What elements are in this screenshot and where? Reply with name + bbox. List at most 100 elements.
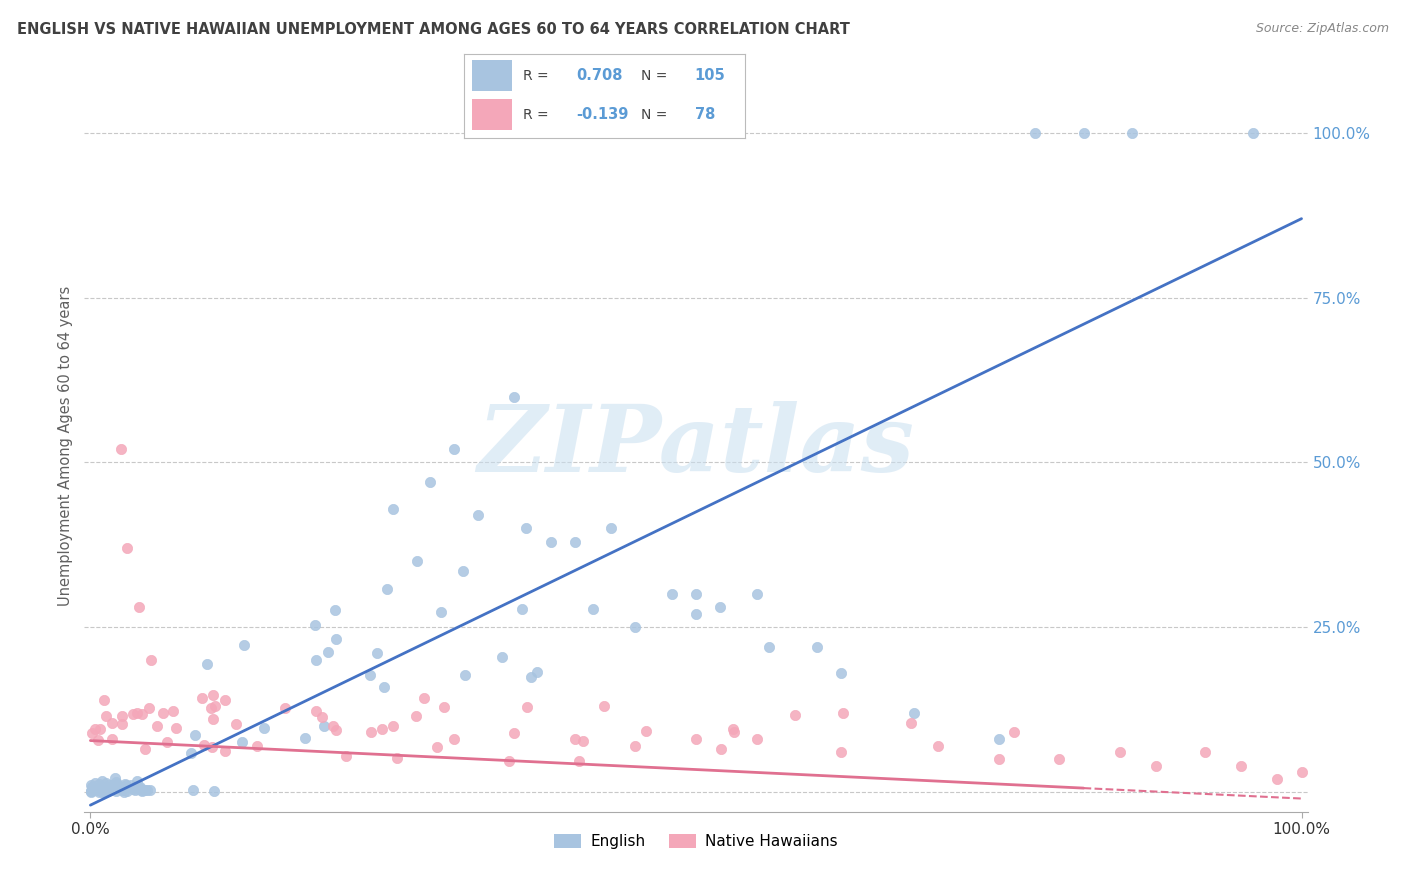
Point (91, 785, 114, 799)
Point (685, 607, 707, 621)
Point (110, 442, 132, 457)
Point (359, 668, 381, 682)
Point (1265, 772, 1288, 786)
Point (111, 781, 134, 796)
Point (146, 719, 169, 733)
Point (101, 731, 124, 746)
Point (429, 606, 451, 620)
Point (785, 708, 807, 723)
Point (526, 665, 548, 680)
Point (122, 782, 145, 797)
Point (491, 649, 513, 664)
Point (128, 780, 150, 794)
Point (413, 690, 436, 705)
Point (202, 689, 225, 703)
Point (214, 744, 236, 758)
Point (202, 783, 225, 797)
Point (105, 784, 128, 798)
Point (93, 693, 115, 707)
Point (382, 719, 405, 733)
Point (987, 752, 1010, 766)
Point (80, 784, 103, 798)
Point (93, 781, 115, 796)
Point (832, 706, 855, 720)
Point (510, 602, 533, 616)
Point (433, 700, 456, 714)
Point (191, 691, 214, 706)
Point (83, 780, 105, 795)
Point (253, 721, 276, 735)
Point (127, 782, 149, 797)
Point (572, 733, 595, 747)
Point (304, 618, 326, 632)
Point (592, 698, 614, 713)
Point (96, 784, 118, 798)
Point (373, 681, 395, 695)
Point (927, 739, 949, 753)
Text: ENGLISH VS NATIVE HAWAIIAN UNEMPLOYMENT AMONG AGES 60 TO 64 YEARS CORRELATION CH: ENGLISH VS NATIVE HAWAIIAN UNEMPLOYMENT … (17, 22, 849, 37)
Text: -0.139: -0.139 (576, 107, 628, 122)
Point (94, 775, 117, 789)
Point (335, 749, 357, 764)
Point (87, 776, 110, 790)
Point (89, 783, 111, 797)
Point (134, 742, 156, 756)
Point (84, 722, 107, 736)
Point (120, 778, 142, 792)
Point (661, 587, 683, 601)
Point (82, 780, 104, 794)
Point (82, 780, 104, 794)
Point (87, 733, 110, 747)
Point (124, 782, 146, 797)
Point (231, 735, 253, 749)
Point (129, 782, 152, 797)
Point (112, 785, 135, 799)
Point (129, 782, 152, 797)
Point (503, 725, 526, 739)
Point (314, 718, 336, 732)
Point (128, 600, 150, 615)
Point (125, 706, 148, 720)
Point (135, 782, 157, 797)
Point (467, 508, 489, 523)
Point (370, 722, 392, 736)
Point (624, 739, 647, 753)
Point (98, 778, 121, 792)
Point (82, 726, 104, 740)
Text: N =: N = (641, 69, 672, 83)
Point (111, 709, 134, 723)
Point (710, 742, 733, 756)
Point (184, 728, 207, 742)
Point (115, 541, 138, 556)
Point (581, 601, 603, 615)
Point (830, 746, 852, 760)
Point (1002, 725, 1025, 739)
Point (322, 719, 344, 733)
Point (426, 739, 449, 754)
Point (105, 775, 128, 789)
Text: Source: ZipAtlas.com: Source: ZipAtlas.com (1256, 22, 1389, 36)
Point (375, 582, 398, 596)
Point (83, 776, 105, 790)
Point (758, 640, 780, 654)
Y-axis label: Unemployment Among Ages 60 to 64 years: Unemployment Among Ages 60 to 64 years (58, 285, 73, 607)
Point (94, 708, 117, 723)
Point (564, 534, 586, 549)
Point (193, 739, 215, 753)
Point (515, 521, 537, 535)
Point (101, 715, 124, 730)
Point (114, 778, 136, 792)
Point (503, 390, 526, 404)
Point (114, 777, 136, 791)
Point (516, 700, 538, 714)
Point (903, 706, 925, 720)
Text: ZIPatlas: ZIPatlas (478, 401, 914, 491)
Point (152, 706, 174, 720)
Point (91, 784, 114, 798)
Point (443, 732, 465, 747)
Point (87, 783, 110, 797)
Point (103, 778, 125, 792)
Point (87, 781, 110, 796)
Point (745, 732, 768, 747)
Point (1073, 126, 1095, 140)
